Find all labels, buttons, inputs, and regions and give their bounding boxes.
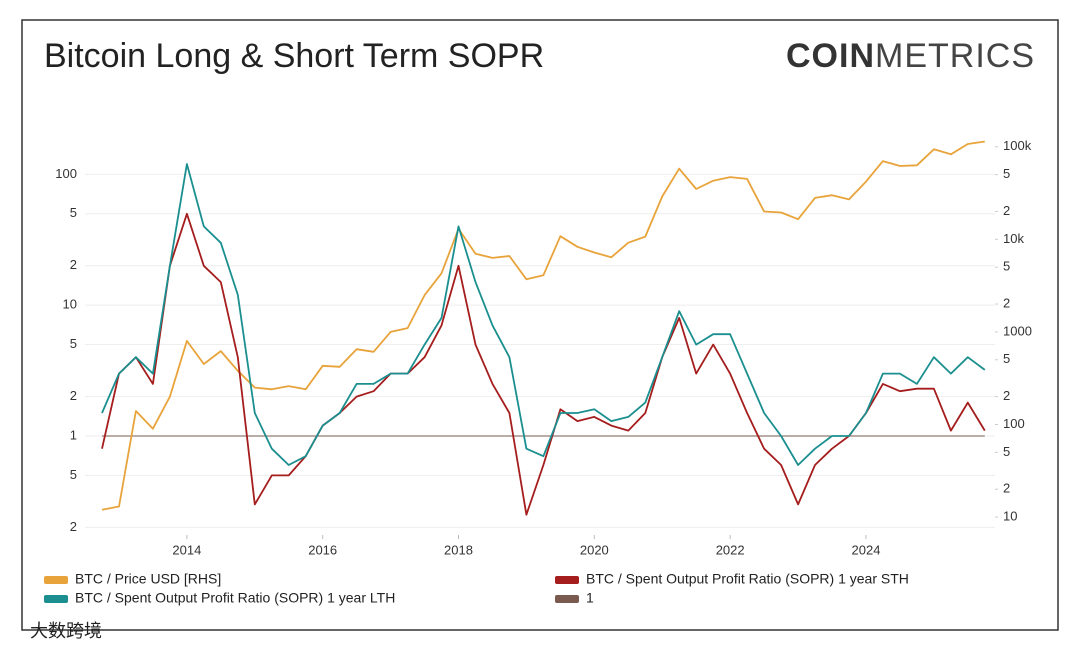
x-tick-label: 2024 [852,542,881,557]
legend-label: BTC / Spent Output Profit Ratio (SOPR) 1… [586,571,909,587]
chart-title: Bitcoin Long & Short Term SOPR [44,37,544,75]
legend-label: BTC / Price USD [RHS] [75,571,221,587]
legend-swatch [44,576,68,584]
frame [21,19,1059,631]
y-tick-label: 2 [70,519,77,534]
series-line [101,212,986,516]
y-tick-label: 5 [70,467,77,482]
logo-bold: COIN [786,37,875,75]
y2-tick-label: 5 [1003,259,1010,274]
series-line [101,163,986,466]
y-tick-label: 5 [70,205,77,220]
x-tick-label: 2018 [444,542,473,557]
y-tick-label: 10 [63,297,77,312]
y2-tick-label: 5 [1003,351,1010,366]
y-tick-label: 1 [70,427,77,442]
y2-tick-label: 100k [1003,138,1032,153]
y2-tick-label: 10k [1003,231,1024,246]
legend-label: BTC / Spent Output Profit Ratio (SOPR) 1… [75,590,395,606]
y2-tick-label: 10 [1003,508,1017,523]
logo-light: METRICS [875,37,1035,75]
y2-tick-label: 100 [1003,416,1025,431]
x-tick-label: 2016 [308,542,337,557]
x-tick-label: 2022 [716,542,745,557]
y2-tick-label: 5 [1003,444,1010,459]
logo: COINMETRICS [786,37,1035,75]
y2-tick-label: 2 [1003,388,1010,403]
y-tick-label: 100 [55,166,77,181]
y-tick-label: 5 [70,336,77,351]
y2-tick-label: 1000 [1003,323,1032,338]
y-tick-label: 2 [70,257,77,272]
series-line [101,140,985,511]
legend-label: 1 [586,590,594,606]
x-tick-label: 2020 [580,542,609,557]
y2-tick-label: 2 [1003,481,1010,496]
y2-tick-label: 2 [1003,203,1010,218]
x-tick-label: 2014 [172,542,201,557]
y2-tick-label: 2 [1003,295,1010,310]
watermark: 大数跨境 [30,621,102,641]
y-tick-label: 2 [70,388,77,403]
legend-swatch [555,595,579,603]
legend-swatch [555,576,579,584]
y2-tick-label: 5 [1003,166,1010,181]
legend-swatch [44,595,68,603]
